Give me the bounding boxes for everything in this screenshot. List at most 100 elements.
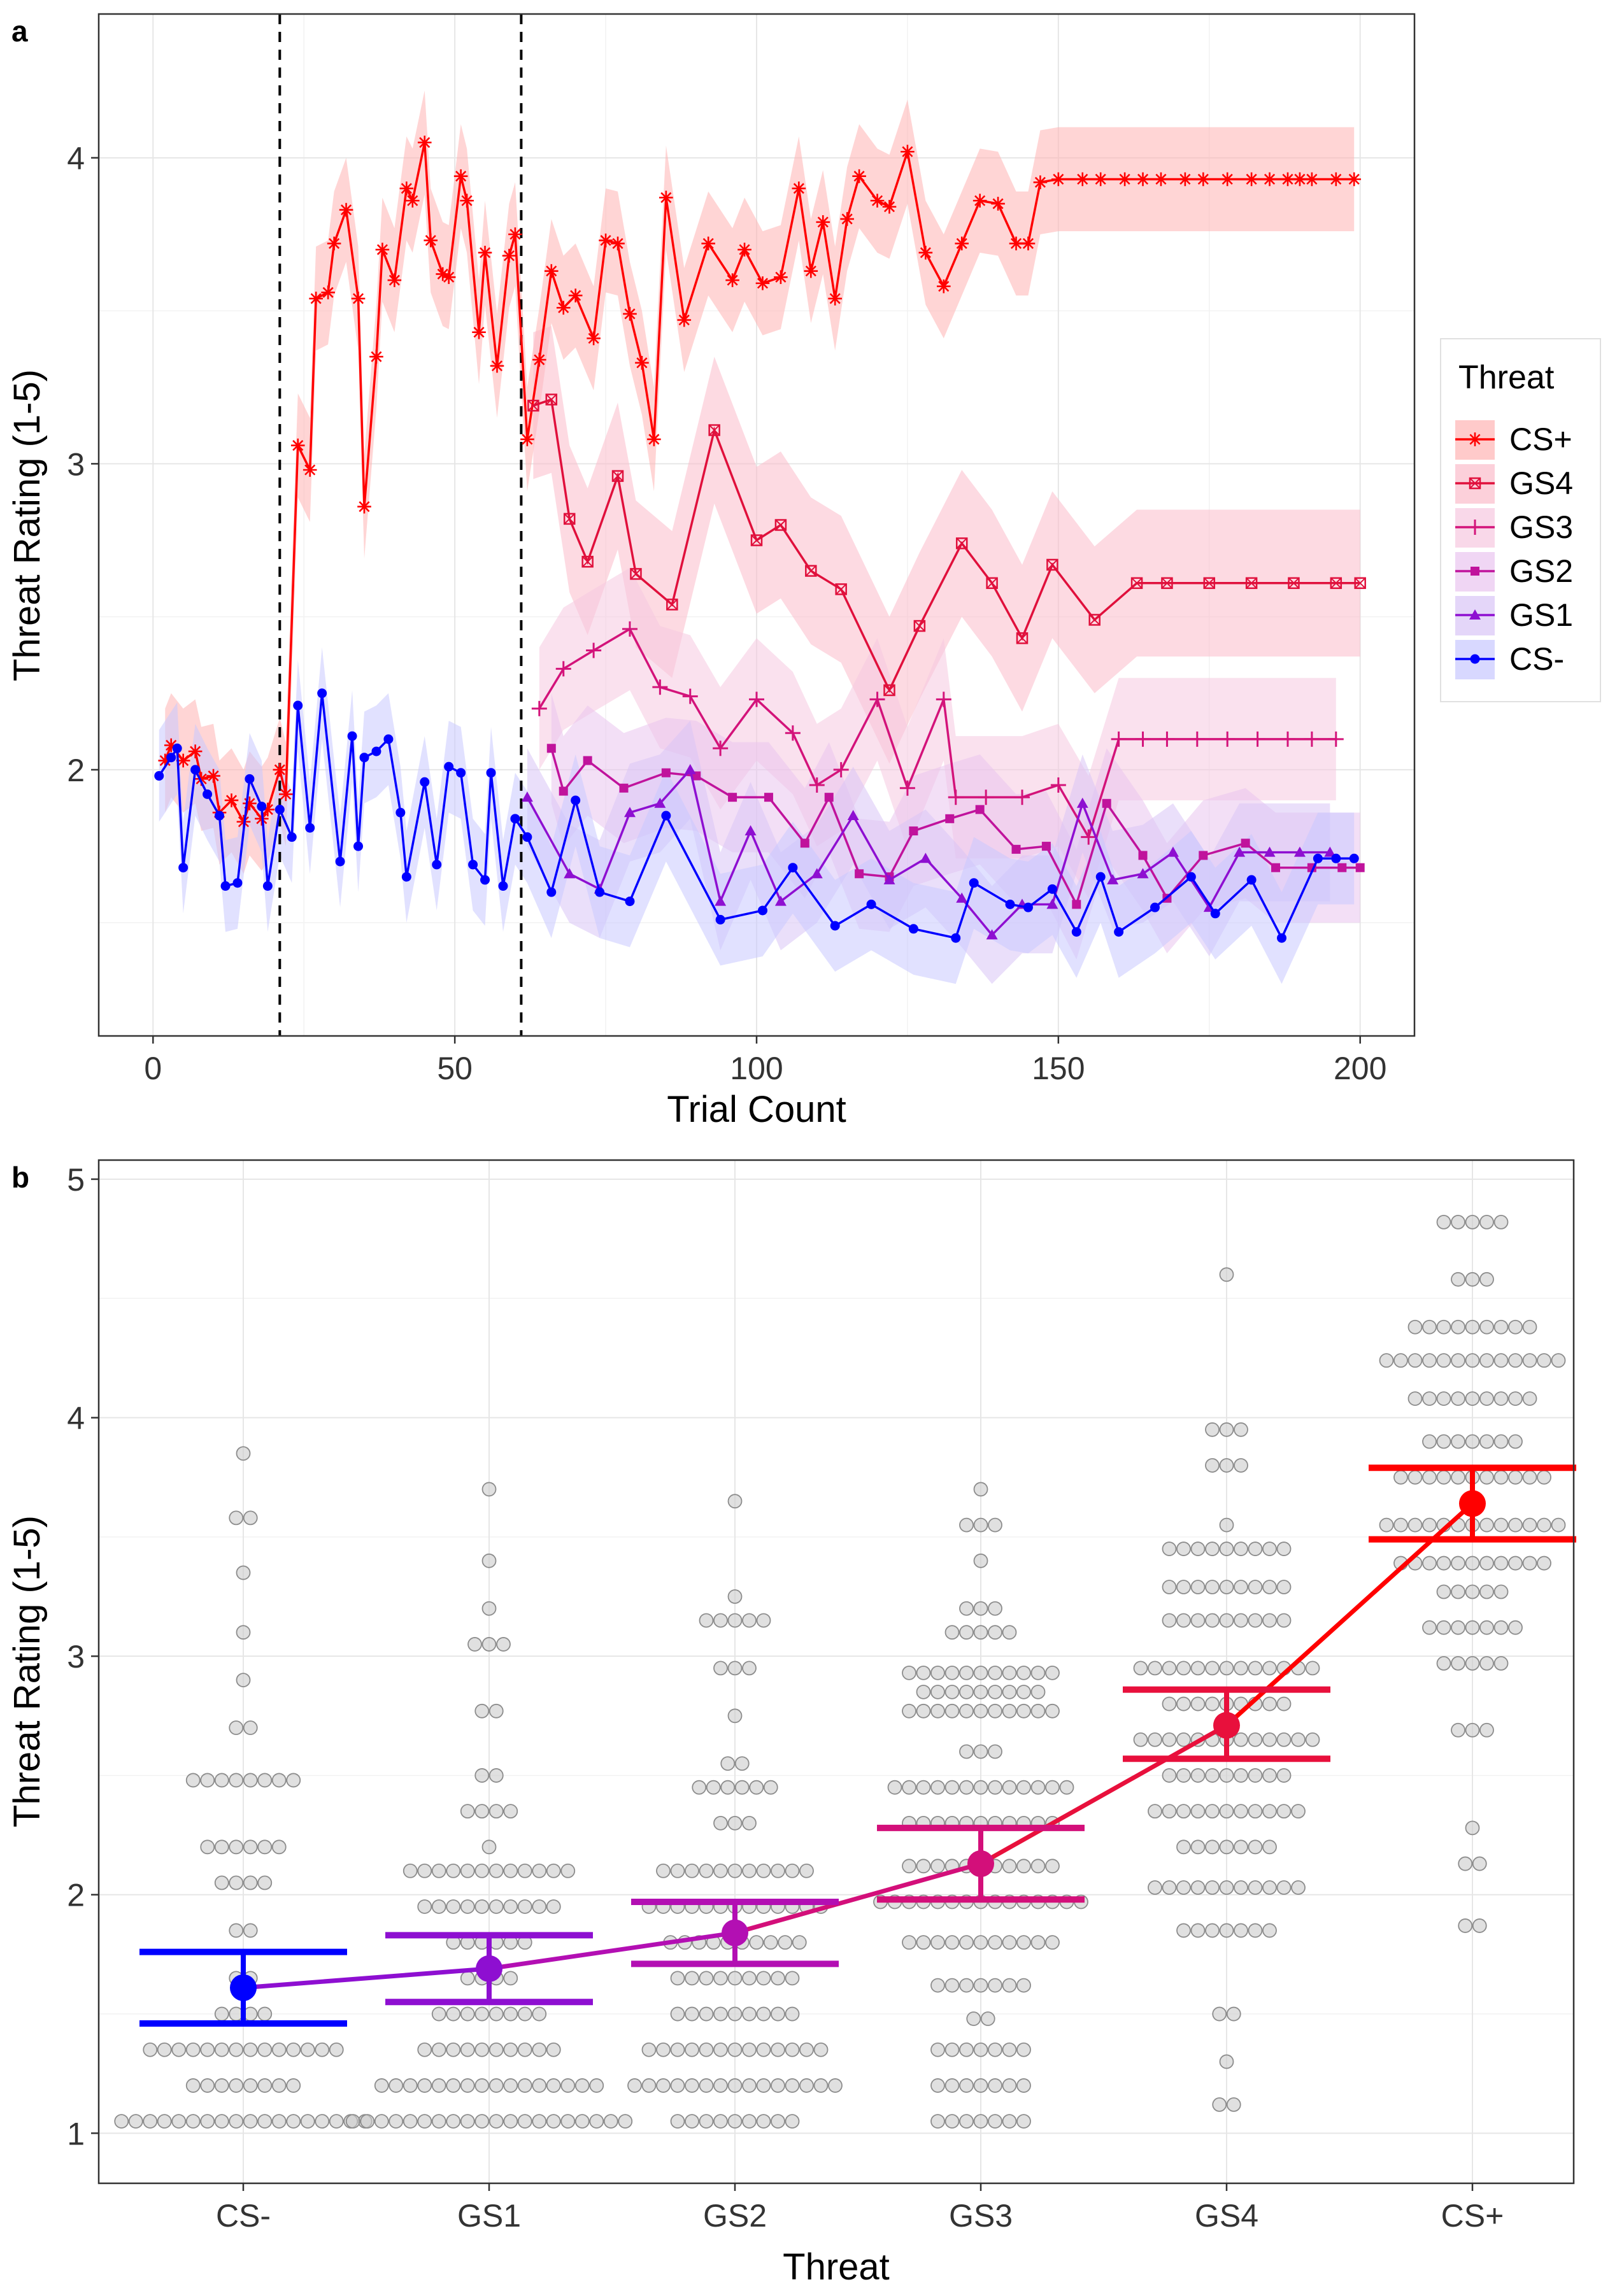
rating-dot-GS3 — [1016, 2114, 1031, 2129]
rating-dot-GS3 — [944, 1665, 960, 1680]
rating-dot-GS1 — [460, 2114, 475, 2129]
data-point-CS- — [203, 789, 213, 799]
rating-dot-CS+ — [1465, 1319, 1480, 1335]
rating-dot-GS2 — [727, 1494, 743, 1509]
rating-dot-GS2 — [763, 1935, 778, 1950]
rating-dot-CS- — [229, 2114, 244, 2129]
rating-dot-GS2 — [713, 1863, 728, 1878]
legend-label-GS1: GS1 — [1509, 597, 1573, 633]
data-point-CS+ — [1118, 172, 1132, 187]
data-point-GS3 — [936, 691, 951, 707]
rating-dot-GS1 — [360, 2114, 375, 2129]
rating-dot-CS+ — [1508, 1391, 1523, 1406]
data-point-CS+ — [1281, 172, 1295, 187]
rating-dot-GS1 — [460, 1971, 475, 1986]
rating-dot-GS4 — [1248, 1613, 1263, 1628]
legend-marker-CS+ — [1468, 432, 1482, 446]
rating-dot-CS+ — [1479, 1620, 1494, 1635]
rating-dot-CS- — [257, 2078, 273, 2093]
ribbon-GS3 — [539, 567, 1336, 898]
data-point-CS+ — [224, 793, 239, 807]
rating-dot-CS- — [315, 2042, 330, 2057]
rating-dot-GS1 — [517, 2042, 532, 2057]
rating-dot-GS1 — [481, 1482, 497, 1497]
rating-dot-GS4 — [1262, 1768, 1277, 1783]
rating-dot-GS3 — [973, 1482, 988, 1497]
rating-dot-GS3 — [1030, 1780, 1046, 1795]
rating-dot-GS3 — [916, 1703, 931, 1718]
rating-dot-GS1 — [517, 2114, 532, 2129]
data-point-CS- — [1186, 872, 1196, 882]
rating-dot-GS2 — [828, 2078, 843, 2093]
data-point-CS+ — [544, 264, 559, 278]
rating-dot-GS4 — [1276, 1696, 1292, 1711]
data-point-GS4 — [666, 599, 678, 611]
rating-dot-GS2 — [699, 2078, 714, 2093]
data-point-GS3 — [1189, 731, 1205, 747]
rating-dot-GS1 — [446, 2042, 461, 2057]
rating-dot-GS3 — [1045, 1665, 1060, 1680]
rating-dot-GS4 — [1190, 1839, 1206, 1855]
rating-dot-GS1 — [532, 1899, 547, 1914]
rating-dot-GS1 — [546, 2078, 561, 2093]
data-point-GS4 — [1161, 577, 1173, 590]
rating-dot-GS4 — [1176, 1880, 1191, 1895]
rating-dot-CS+ — [1436, 1655, 1451, 1671]
rating-dot-GS3 — [944, 1703, 960, 1718]
rating-dot-GS4 — [1190, 1613, 1206, 1628]
rating-dot-GS3 — [966, 2011, 981, 2026]
panel-a-y-ticks: 2 3 4 — [67, 141, 99, 788]
data-point-GS3 — [869, 691, 885, 707]
rating-dot-GS1 — [517, 1863, 532, 1878]
legend: Threat CS+ GS4 GS3 GS2 GS1 CS- — [1440, 338, 1601, 702]
data-point-CS+ — [351, 292, 366, 306]
rating-dot-GS3 — [988, 1744, 1002, 1759]
data-point-GS1 — [956, 892, 968, 903]
rating-dot-CS+ — [1451, 1214, 1465, 1229]
rating-dot-GS1 — [431, 2114, 446, 2129]
rating-dot-GS4 — [1262, 1804, 1277, 1819]
rating-dot-CS- — [200, 2078, 215, 2093]
rating-dot-GS1 — [503, 2006, 518, 2022]
rating-dot-GS1 — [446, 2078, 461, 2093]
data-point-GS1 — [1234, 846, 1246, 857]
rating-dot-CS+ — [1508, 1319, 1523, 1335]
rating-dot-GS2 — [656, 1863, 671, 1878]
rating-dot-CS+ — [1451, 1584, 1465, 1599]
rating-dot-GS4 — [1276, 1541, 1292, 1556]
rating-dot-GS3 — [930, 1703, 945, 1718]
panel-a-x-ticks: 0 50 100 150 200 — [144, 1036, 1386, 1086]
panel-a-tag: a — [11, 15, 28, 48]
legend-label-CS+: CS+ — [1509, 422, 1572, 457]
data-point-GS4 — [913, 620, 926, 632]
rating-dot-GS3 — [1045, 1859, 1060, 1874]
rating-dot-GS3 — [1002, 1978, 1017, 1993]
rating-dot-GS2 — [749, 1935, 764, 1950]
rating-dot-CS+ — [1472, 1856, 1487, 1871]
panel-b-x-ticks: CS- GS1 GS2 GS3 GS4 CS+ — [216, 2183, 1504, 2234]
rating-dot-GS2 — [785, 2078, 800, 2093]
rating-dot-GS1 — [460, 2078, 475, 2093]
rating-dot-GS4 — [1219, 1923, 1234, 1938]
data-point-GS2 — [546, 744, 556, 753]
rating-dot-GS1 — [532, 1863, 547, 1878]
rating-dot-CS+ — [1522, 1391, 1537, 1406]
rating-dot-CS+ — [1522, 1353, 1537, 1368]
rating-dot-GS4 — [1291, 1732, 1306, 1747]
data-point-CS+ — [659, 190, 673, 205]
rating-dot-GS3 — [944, 2078, 960, 2093]
rating-dot-CS- — [243, 1773, 258, 1788]
rating-dot-GS4 — [1212, 2006, 1227, 2022]
rating-dot-GS1 — [474, 2114, 490, 2129]
rating-dot-GS4 — [1162, 1613, 1177, 1628]
rating-dot-CS+ — [1451, 1391, 1465, 1406]
rating-dot-GS2 — [742, 1661, 757, 1676]
rating-dot-GS3 — [1016, 1780, 1031, 1795]
rating-dot-GS2 — [778, 1935, 793, 1950]
data-point-CS- — [571, 795, 581, 805]
rating-dot-GS1 — [417, 2114, 432, 2129]
series-line-GS1 — [526, 767, 1330, 937]
data-point-CS+ — [339, 202, 353, 217]
rating-dot-GS2 — [734, 1780, 750, 1795]
data-point-CS+ — [901, 145, 915, 159]
